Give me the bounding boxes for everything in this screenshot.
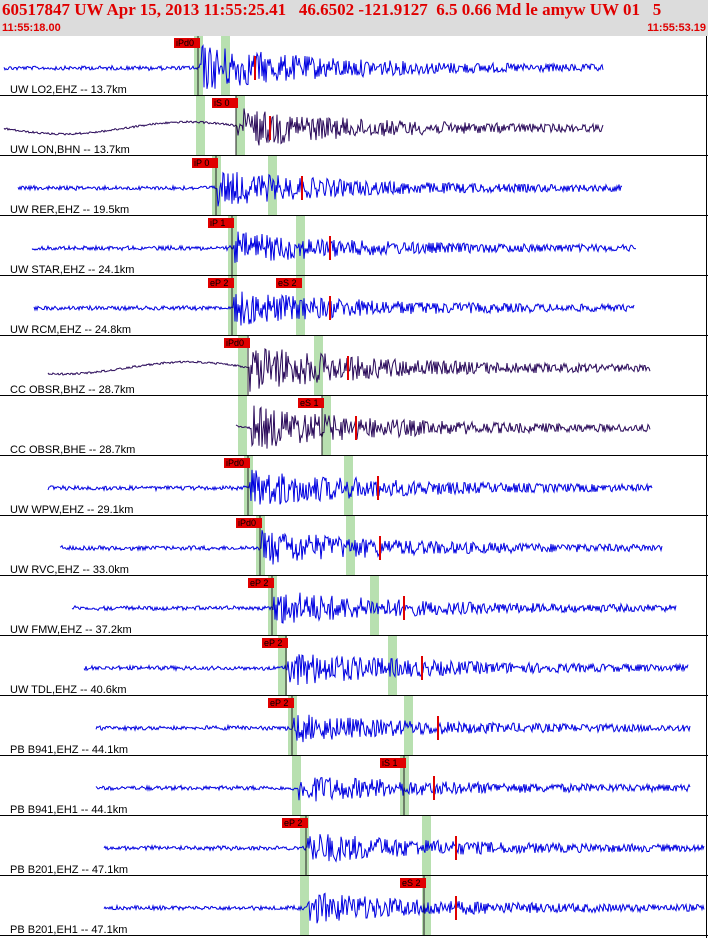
pick-label: eP 2 xyxy=(284,818,302,828)
pick-box[interactable] xyxy=(208,278,234,288)
pick-label: iPd0 xyxy=(226,458,244,468)
pick-box[interactable] xyxy=(224,338,250,348)
pick-window xyxy=(296,276,305,336)
trace-row[interactable]: iPd0 UW RVC,EHZ -- 33.0km xyxy=(0,516,708,576)
pick-window xyxy=(344,456,353,516)
trace-row[interactable]: eS 1 CC OBSR,BHE -- 28.7km xyxy=(0,396,708,456)
pick-label: eS 1 xyxy=(300,398,319,408)
pick-label: eP 2 xyxy=(270,698,288,708)
station-label: UW RER,EHZ -- 19.5km xyxy=(10,204,129,216)
waveform-trace xyxy=(71,592,677,624)
pick-box[interactable] xyxy=(224,458,250,468)
pick-label: iS 1 xyxy=(382,758,398,768)
pick-window xyxy=(300,876,309,936)
station-label: UW WPW,EHZ -- 29.1km xyxy=(10,504,133,516)
pick-window xyxy=(196,96,205,156)
pick-box[interactable] xyxy=(298,398,324,408)
pick-box[interactable] xyxy=(236,518,262,528)
waveform-trace xyxy=(103,834,705,863)
trace-row[interactable]: iPd0 UW LO2,EHZ -- 13.7km xyxy=(0,36,708,96)
pick-box[interactable] xyxy=(174,38,200,48)
pick-window xyxy=(278,636,287,696)
pick-label: eP 2 xyxy=(210,278,228,288)
time-start-label: 11:55:18.00 xyxy=(2,22,61,34)
pick-box[interactable] xyxy=(192,158,218,168)
pick-window xyxy=(422,876,431,936)
trace-row[interactable]: iPd0 CC OBSR,BHZ -- 28.7km xyxy=(0,336,708,396)
station-label: CC OBSR,BHZ -- 28.7km xyxy=(10,384,135,396)
waveform-trace xyxy=(31,231,637,263)
pick-window xyxy=(300,816,309,876)
waveform-trace xyxy=(235,405,651,449)
time-end-label: 11:55:53.19 xyxy=(647,22,706,34)
pick-box[interactable] xyxy=(268,698,294,708)
waveform-trace xyxy=(83,654,689,686)
pick-label: eP 2 xyxy=(264,638,282,648)
pick-box[interactable] xyxy=(380,758,406,768)
trace-row[interactable]: eP 2 UW TDL,EHZ -- 40.6km xyxy=(0,636,708,696)
pick-label: eS 2 xyxy=(402,878,421,888)
event-title: 60517847 UW Apr 15, 2013 11:55:25.41 46.… xyxy=(2,0,662,19)
pick-box[interactable] xyxy=(262,638,288,648)
pick-label: eS 2 xyxy=(278,278,297,288)
waveform-trace xyxy=(103,892,705,924)
trace-row[interactable]: eP 2 PB B201,EHZ -- 47.1km xyxy=(0,816,708,876)
station-label: UW RCM,EHZ -- 24.8km xyxy=(10,324,131,336)
waveform-trace xyxy=(47,469,653,505)
trace-row[interactable]: eP 2 PB B941,EHZ -- 44.1km xyxy=(0,696,708,756)
waveform-trace xyxy=(17,171,623,207)
pick-label: eP 2 xyxy=(250,578,268,588)
pick-window xyxy=(238,396,247,456)
trace-row[interactable]: iS 1 PB B941,EH1 -- 44.1km xyxy=(0,756,708,816)
station-label: UW LO2,EHZ -- 13.7km xyxy=(10,84,127,96)
station-label: UW TDL,EHZ -- 40.6km xyxy=(10,684,127,696)
seismogram-panel[interactable]: iPd0 UW LO2,EHZ -- 13.7km iS 0 UW LON,BHN -… xyxy=(0,36,708,938)
pick-box[interactable] xyxy=(276,278,302,288)
trace-row[interactable]: iP 0 UW RER,EHZ -- 19.5km xyxy=(0,156,708,216)
station-label: CC OBSR,BHE -- 28.7km xyxy=(10,444,135,456)
station-label: PB B941,EH1 -- 44.1km xyxy=(10,804,127,816)
station-label: PB B201,EHZ -- 47.1km xyxy=(10,864,128,876)
waveform-trace xyxy=(3,108,604,146)
pick-window xyxy=(322,396,331,456)
pick-window xyxy=(292,756,301,816)
trace-row[interactable]: eP 2 UW FMW,EHZ -- 37.2km xyxy=(0,576,708,636)
pick-label: iP 0 xyxy=(194,158,209,168)
waveform-trace xyxy=(95,777,691,802)
waveform-trace xyxy=(59,530,663,565)
waveform-trace xyxy=(3,44,604,89)
station-label: UW LON,BHN -- 13.7km xyxy=(10,144,130,156)
pick-box[interactable] xyxy=(208,218,234,228)
pick-box[interactable] xyxy=(248,578,274,588)
header-bar: 60517847 UW Apr 15, 2013 11:55:25.41 46.… xyxy=(0,0,708,36)
pick-label: iPd0 xyxy=(226,338,244,348)
trace-row[interactable]: eP 2 eS 2 UW RCM,EHZ -- 24.8km xyxy=(0,276,708,336)
waveform-trace xyxy=(33,291,635,326)
station-label: UW RVC,EHZ -- 33.0km xyxy=(10,564,129,576)
station-label: PB B201,EH1 -- 47.1km xyxy=(10,924,127,936)
pick-window xyxy=(370,576,379,636)
pick-box[interactable] xyxy=(282,818,308,828)
station-label: PB B941,EHZ -- 44.1km xyxy=(10,744,128,756)
pick-label: iP 1 xyxy=(210,218,225,228)
waveform-trace xyxy=(95,714,691,743)
pick-window xyxy=(238,336,247,396)
pick-label: iPd0 xyxy=(238,518,256,528)
pick-label: iS 0 xyxy=(214,98,230,108)
pick-window xyxy=(314,336,323,396)
pick-box[interactable] xyxy=(400,878,426,888)
pick-window xyxy=(236,96,245,156)
pick-window xyxy=(346,516,355,576)
station-label: UW STAR,EHZ -- 24.1km xyxy=(10,264,134,276)
trace-row[interactable]: iP 1 UW STAR,EHZ -- 24.1km xyxy=(0,216,708,276)
trace-row[interactable]: eS 2 PB B201,EH1 -- 47.1km xyxy=(0,876,708,936)
pick-box[interactable] xyxy=(212,98,238,108)
trace-row[interactable]: iS 0 UW LON,BHN -- 13.7km xyxy=(0,96,708,156)
station-label: UW FMW,EHZ -- 37.2km xyxy=(10,624,132,636)
trace-row[interactable]: iPd0 UW WPW,EHZ -- 29.1km xyxy=(0,456,708,516)
pick-label: iPd0 xyxy=(176,38,194,48)
